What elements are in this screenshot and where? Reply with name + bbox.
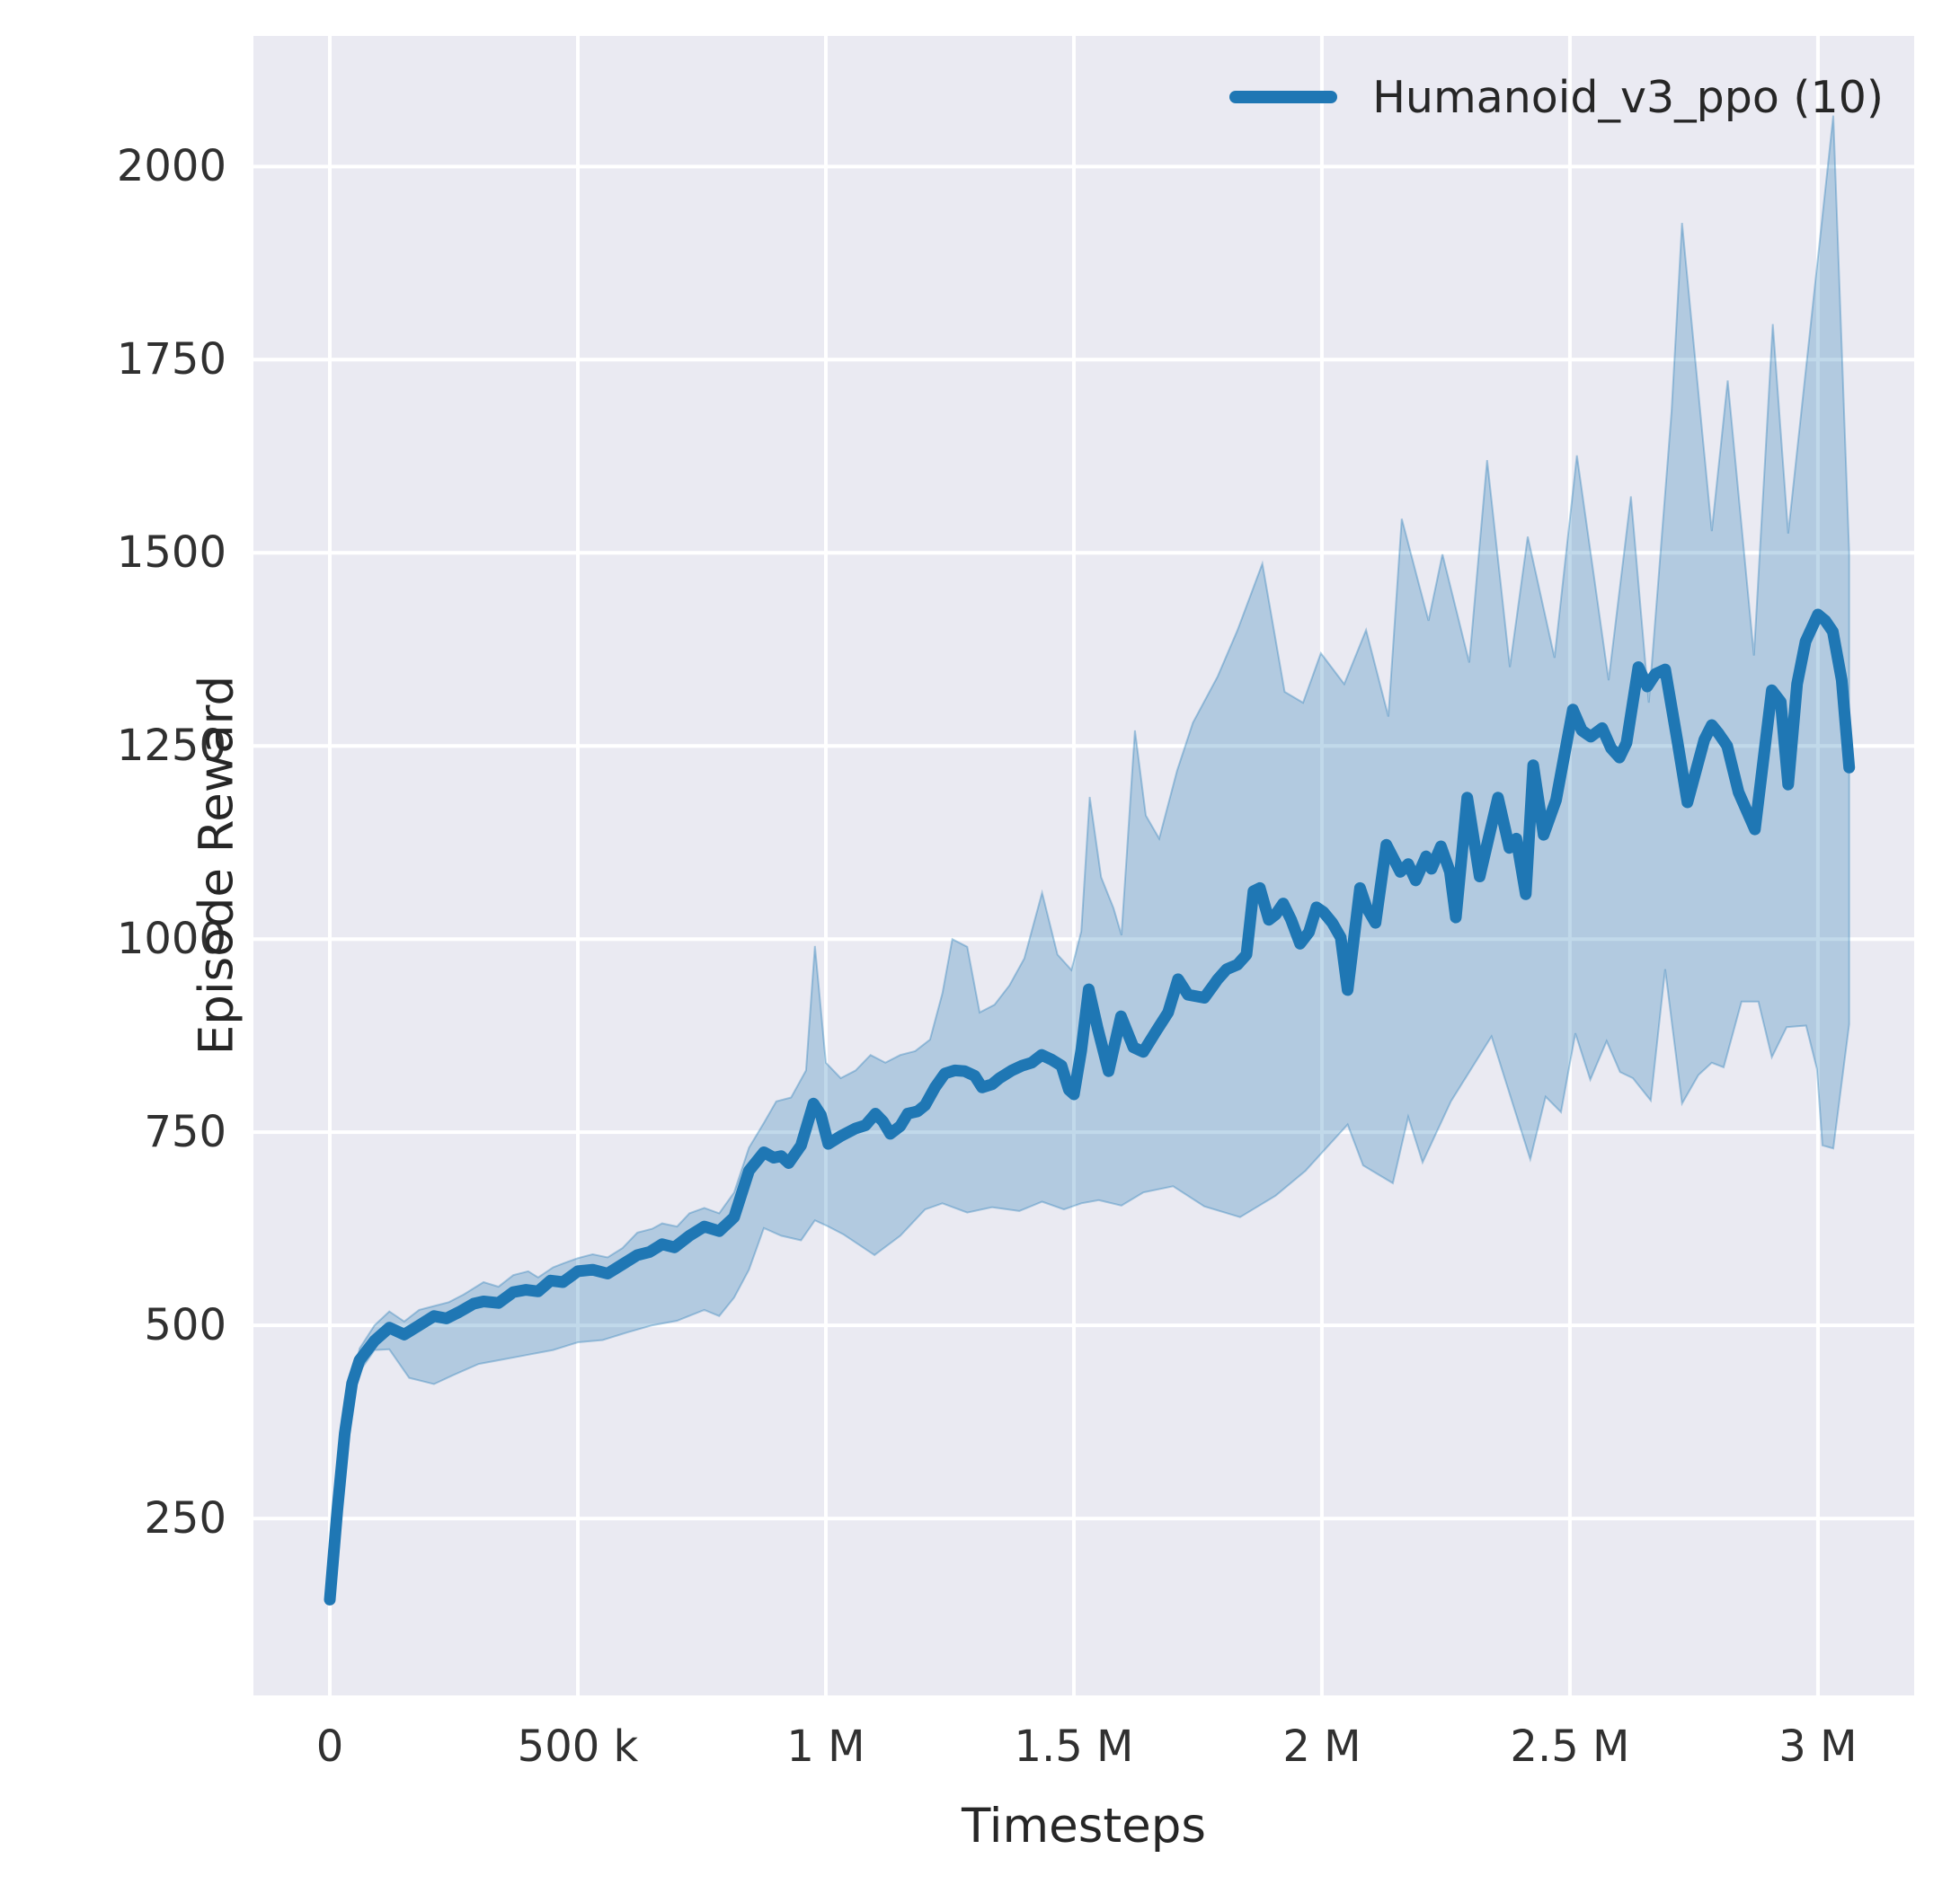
y-axis-tick-label: 500 — [144, 1300, 226, 1351]
legend: Humanoid_v3_ppo (10) — [1228, 68, 1884, 126]
confidence-band — [329, 115, 1850, 1604]
x-axis-tick-label: 1 M — [786, 1721, 865, 1772]
y-axis-tick-label: 1500 — [116, 527, 226, 579]
y-axis-label: Episode Reward — [189, 675, 244, 1056]
x-axis-tick-label: 2 M — [1282, 1721, 1361, 1772]
x-axis-tick-label: 500 k — [517, 1721, 639, 1772]
plot-area — [253, 36, 1914, 1695]
grid-lines — [253, 36, 1914, 1695]
x-axis-tick-label: 2.5 M — [1510, 1721, 1630, 1772]
y-axis-tick-label: 250 — [144, 1493, 226, 1544]
y-axis-tick-label: 2000 — [116, 141, 226, 192]
series-line — [324, 608, 1856, 1606]
x-axis-tick-label: 3 M — [1778, 1721, 1858, 1772]
legend-line-sample — [1229, 91, 1338, 103]
x-axis-label: Timesteps — [962, 1799, 1206, 1854]
x-axis-tick-label: 0 — [315, 1721, 344, 1772]
y-axis-tick-label: 1750 — [116, 334, 226, 385]
chart-canvas — [253, 36, 1914, 1695]
y-axis-tick-label: 1250 — [116, 721, 226, 772]
x-axis-tick-label: 1.5 M — [1014, 1721, 1134, 1772]
y-axis-tick-label: 1000 — [116, 914, 226, 965]
y-axis-tick-label: 750 — [144, 1107, 226, 1158]
legend-label: Humanoid_v3_ppo (10) — [1372, 71, 1884, 123]
